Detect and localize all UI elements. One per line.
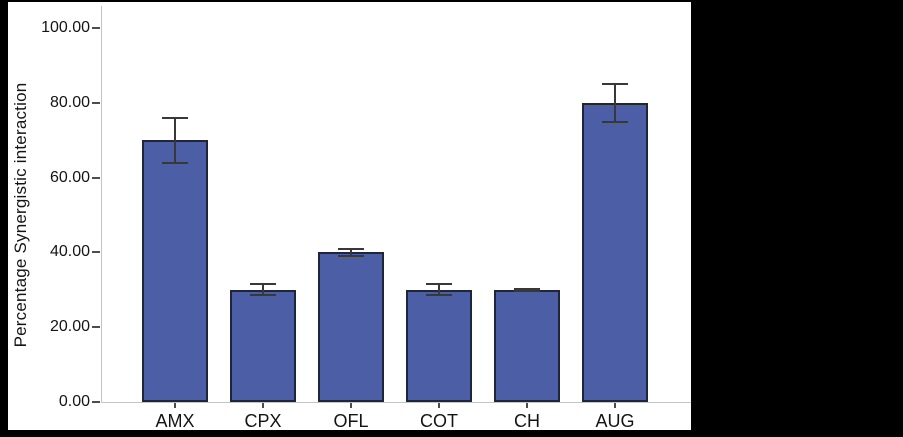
error-bar-cap-bottom	[338, 255, 364, 258]
error-bar-stem	[174, 117, 176, 163]
bar-aug	[582, 102, 648, 402]
error-bar-cap-bottom	[514, 289, 540, 292]
error-bar-cap-top	[426, 283, 452, 286]
y-tick-label: 60.00	[49, 168, 90, 186]
x-category-label: AMX	[155, 411, 195, 431]
chart-canvas: Percentage Synergistic interaction 0.00 2…	[8, 2, 691, 431]
error-bar-stem	[350, 248, 352, 257]
error-bar-stem	[438, 284, 440, 296]
bar-ch	[494, 289, 560, 402]
error-bar-cap-bottom	[250, 294, 276, 297]
y-tick-label: 100.00	[41, 19, 90, 36]
x-tick-mark	[614, 403, 616, 408]
y-tick-label: 0.00	[58, 393, 90, 410]
x-axis-line	[101, 402, 691, 403]
x-category-label: OFL	[333, 411, 369, 431]
x-tick-mark	[174, 403, 176, 408]
bar-amx	[142, 140, 208, 402]
error-bar-cap-top	[250, 283, 276, 286]
x-category-label: CH	[514, 411, 540, 431]
error-bar-stem	[614, 84, 616, 122]
x-category-label: CPX	[244, 411, 282, 431]
error-bar-cap-top	[162, 116, 188, 119]
y-tick-mark	[92, 326, 100, 329]
error-bar-stem	[262, 284, 264, 296]
error-bar-cap-bottom	[162, 161, 188, 164]
x-tick-mark	[350, 403, 352, 408]
error-bar-cap-top	[338, 247, 364, 250]
error-bar-stem	[526, 288, 528, 291]
y-tick-mark	[92, 27, 100, 29]
error-bar-cap-bottom	[426, 294, 452, 297]
bar-cot	[406, 289, 472, 402]
bar-ofl	[318, 252, 384, 402]
y-tick-label: 40.00	[49, 243, 90, 261]
x-category-label: AUG	[595, 411, 635, 431]
x-tick-mark	[438, 403, 440, 408]
y-axis-line	[101, 6, 102, 403]
x-tick-mark	[262, 403, 264, 408]
y-tick-label: 20.00	[49, 318, 90, 336]
error-bar-cap-top	[602, 83, 628, 86]
y-tick-mark	[92, 401, 100, 403]
y-tick-mark	[92, 176, 100, 179]
y-tick-mark	[92, 101, 100, 104]
x-tick-mark	[526, 403, 528, 408]
plot-area: 0.00 20.00 40.00 60.00 80.00 100.00 AMX CPX OFL C…	[8, 2, 691, 431]
error-bar-cap-bottom	[602, 120, 628, 123]
y-tick-mark	[92, 251, 100, 254]
bar-cpx	[230, 289, 296, 402]
x-category-label: COT	[420, 411, 458, 431]
y-tick-label: 80.00	[49, 93, 90, 111]
error-bar-cap-top	[514, 287, 540, 290]
